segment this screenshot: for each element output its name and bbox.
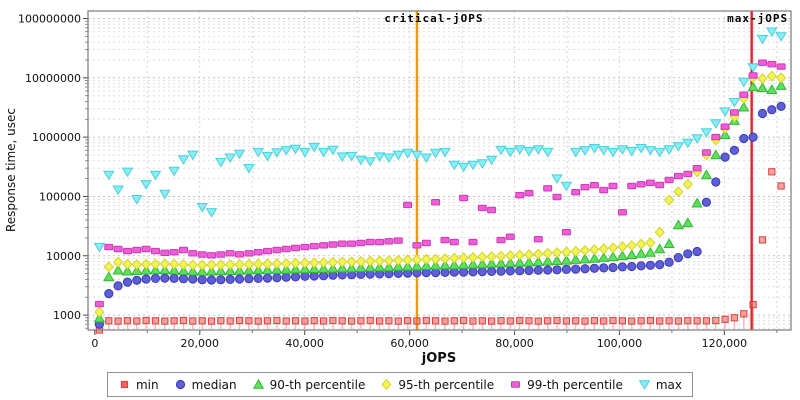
annotation-critical-jOPS: critical-jOPS bbox=[384, 11, 483, 330]
x-axis-title: jOPS bbox=[421, 351, 456, 366]
chart-canvas: 0 20,000 40,000 60,000 80,000 100,000 120,000 1… bbox=[4, 10, 792, 366]
series-99-th-percentile bbox=[94, 59, 786, 308]
annotation-max-jOPS: max-jOPS bbox=[727, 11, 788, 330]
legend-label: 95-th percentile bbox=[398, 377, 495, 392]
svg-text:20,000: 20,000 bbox=[180, 337, 219, 350]
svg-text:120,000: 120,000 bbox=[702, 337, 748, 350]
svg-text:100000000: 100000000 bbox=[18, 13, 81, 26]
series-median bbox=[94, 101, 786, 329]
svg-text:60,000: 60,000 bbox=[390, 337, 429, 350]
legend-item-median: median bbox=[174, 378, 237, 392]
svg-text:0: 0 bbox=[91, 337, 98, 350]
legend-label: 90-th percentile bbox=[269, 377, 366, 392]
legend: min median 90-th percentile 95-th percentil… bbox=[106, 372, 694, 397]
svg-text:critical-jOPS: critical-jOPS bbox=[384, 12, 483, 25]
legend-marker-triangle-down-icon bbox=[638, 380, 651, 390]
svg-text:1000: 1000 bbox=[53, 309, 81, 322]
legend-marker-square-icon bbox=[120, 380, 129, 389]
legend-label: min bbox=[135, 377, 159, 392]
svg-text:80,000: 80,000 bbox=[495, 337, 534, 350]
series-max bbox=[93, 27, 787, 253]
svg-text:100,000: 100,000 bbox=[597, 337, 643, 350]
svg-text:1000000: 1000000 bbox=[32, 131, 81, 144]
legend-item-99-th-percentile: 99-th percentile bbox=[509, 378, 623, 392]
legend-label: median bbox=[191, 377, 237, 392]
series-min bbox=[95, 168, 785, 334]
svg-text:max-jOPS: max-jOPS bbox=[727, 12, 788, 25]
svg-text:40,000: 40,000 bbox=[285, 337, 324, 350]
series-90-th-percentile bbox=[93, 79, 787, 323]
legend-item-90-th-percentile: 90-th percentile bbox=[252, 377, 366, 392]
legend-label: 99-th percentile bbox=[527, 377, 623, 392]
legend-marker-circle-icon bbox=[175, 379, 185, 390]
plot-area: 0 20,000 40,000 60,000 80,000 100,000 120,000 1… bbox=[18, 10, 792, 350]
legend-marker-bar-icon bbox=[511, 381, 521, 388]
legend-item-max: max bbox=[638, 378, 682, 392]
legend-item-min: min bbox=[118, 378, 159, 392]
svg-text:10000: 10000 bbox=[46, 250, 81, 263]
svg-text:100000: 100000 bbox=[39, 190, 81, 203]
svg-text:10000000: 10000000 bbox=[25, 72, 81, 85]
legend-marker-triangle-up-icon bbox=[252, 378, 264, 389]
y-axis-title: Response time, usec bbox=[4, 108, 18, 232]
legend-label: max bbox=[655, 377, 683, 392]
legend-item-95-th-percentile: 95-th percentile bbox=[380, 378, 494, 392]
legend-marker-diamond-icon bbox=[381, 378, 392, 391]
